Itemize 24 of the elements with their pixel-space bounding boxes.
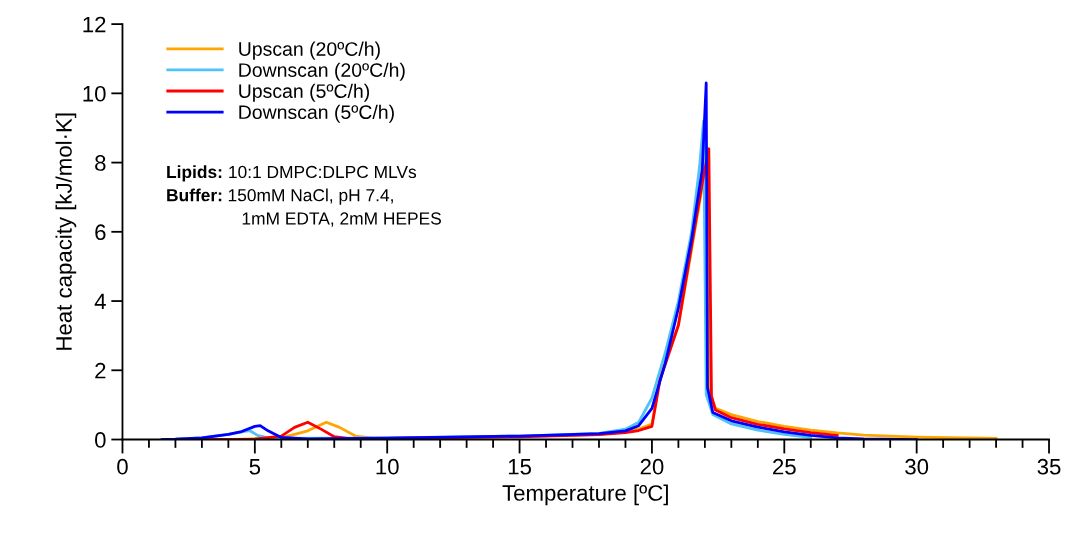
legend-label: Upscan (20ºC/h) <box>239 41 380 60</box>
y-tick-label: 8 <box>95 155 106 171</box>
legend-label: Downscan (5ºC/h) <box>239 104 394 123</box>
y-tick-label: 12 <box>83 16 106 33</box>
x-axis-title: Temperature [ºC] <box>502 484 668 506</box>
y-tick-label: 4 <box>94 293 106 310</box>
x-tick-label: 20 <box>640 458 664 475</box>
y-axis-title: Heat capacity [kJ/mol·K] <box>55 113 77 350</box>
line-series <box>160 81 919 440</box>
y-tick-label: 6 <box>95 224 106 241</box>
x-tick-label: 35 <box>1037 458 1061 475</box>
x-tick-label: 5 <box>249 459 261 475</box>
y-tick-label: 10 <box>83 85 106 102</box>
x-tick-label: 10 <box>376 458 399 475</box>
annotation: Buffer: 150mM NaCl, pH 7.4, 1mM EDTA, 2mM HEPES <box>167 188 441 227</box>
y-tick-label: 0 <box>95 432 106 448</box>
x-tick-label: 0 <box>117 458 128 475</box>
x-tick-label: 25 <box>773 458 796 475</box>
y-tick-label: 2 <box>95 362 106 379</box>
annotation: Lipids: 10:1 DMPC:DLPC MLVs <box>167 165 417 182</box>
legend-label: Downscan (20ºC/h) <box>239 62 405 81</box>
x-tick-label: 15 <box>508 459 531 475</box>
legend-label: Upscan (5ºC/h) <box>239 83 370 102</box>
x-tick-label: 30 <box>905 458 929 475</box>
